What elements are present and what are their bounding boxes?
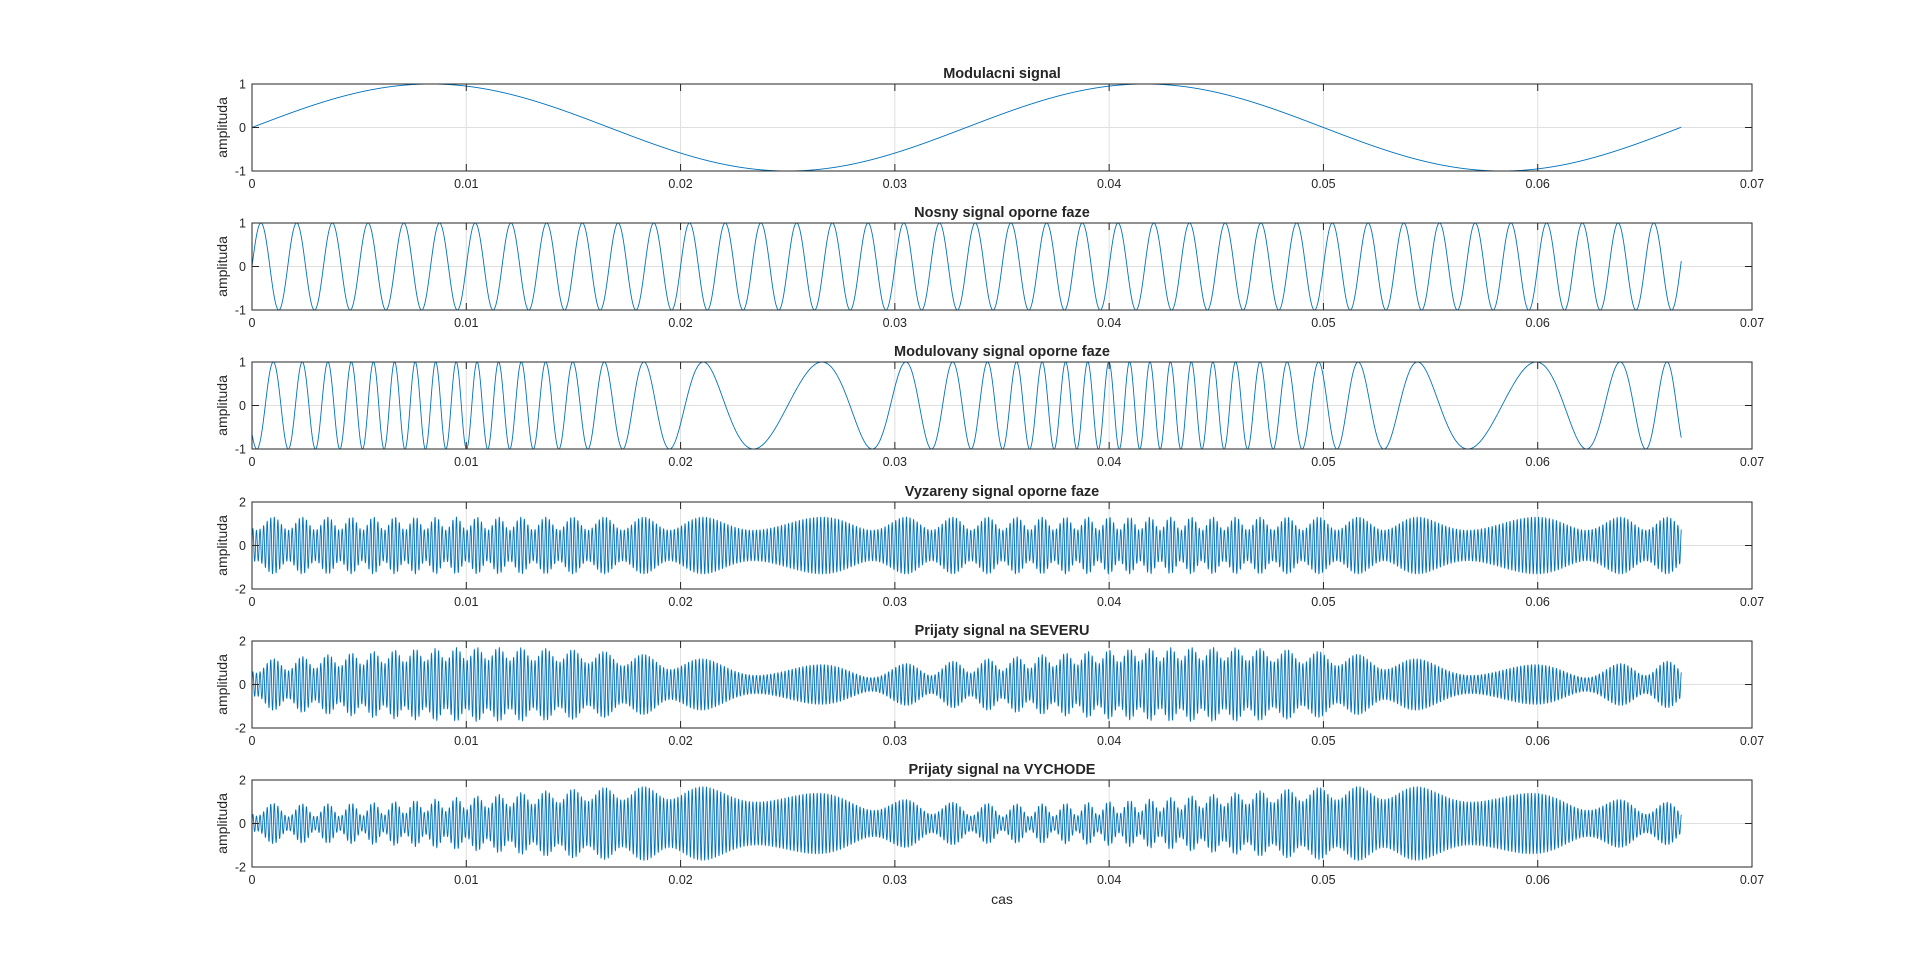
y-tick-label: -1 [235, 304, 246, 318]
y-tick-label: 0 [239, 121, 246, 135]
x-tick-label: 0.04 [1097, 316, 1121, 330]
series-line [251, 361, 1682, 450]
y-tick-label: 1 [239, 78, 246, 92]
y-tick-label: -1 [235, 443, 246, 457]
x-tick-label: 0.06 [1526, 873, 1550, 887]
y-tick-label: 1 [239, 356, 246, 370]
x-tick-label: 0.02 [668, 595, 692, 609]
x-tick-label: 0.03 [883, 734, 907, 748]
x-tick-label: 0.03 [883, 455, 907, 469]
x-tick-label: 0.04 [1097, 873, 1121, 887]
x-tick-label: 0.06 [1526, 455, 1550, 469]
x-tick-label: 0.04 [1097, 734, 1121, 748]
x-tick-label: 0.04 [1097, 595, 1121, 609]
x-tick-label: 0.01 [454, 455, 478, 469]
x-tick-label: 0.03 [883, 177, 907, 191]
y-tick-label: 2 [239, 774, 246, 788]
subplot-title: Nosny signal oporne faze [914, 205, 1090, 221]
x-tick-label: 0.06 [1526, 595, 1550, 609]
x-tick-label: 0.02 [668, 734, 692, 748]
x-tick-label: 0.02 [668, 177, 692, 191]
x-tick-label: 0.05 [1311, 873, 1335, 887]
x-tick-label: 0.07 [1740, 595, 1764, 609]
x-tick-label: 0.02 [668, 873, 692, 887]
y-axis-label: amplituda [214, 515, 230, 576]
y-axis-label: amplituda [214, 375, 230, 436]
subplot-title: Modulacni signal [943, 66, 1061, 82]
x-tick-label: 0 [249, 177, 256, 191]
x-tick-label: 0.07 [1740, 177, 1764, 191]
x-tick-label: 0.06 [1526, 734, 1550, 748]
subplot-title: Prijaty signal na VYCHODE [909, 762, 1096, 778]
series-line [251, 83, 1682, 172]
y-tick-label: -1 [235, 165, 246, 179]
y-tick-label: 2 [239, 635, 246, 649]
x-tick-label: 0 [249, 734, 256, 748]
x-tick-label: 0.01 [454, 316, 478, 330]
y-axis-label: amplituda [214, 236, 230, 297]
subplot-4: 0 0.01 0.02 0.03 0.04 0.05 0.06 0.07-202Vyzaren… [214, 484, 1764, 609]
x-tick-label: 0 [249, 455, 256, 469]
x-tick-label: 0.04 [1097, 177, 1121, 191]
x-tick-label: 0.07 [1740, 316, 1764, 330]
x-tick-label: 0.03 [883, 595, 907, 609]
x-tick-label: 0.05 [1311, 316, 1335, 330]
y-tick-label: 1 [239, 217, 246, 231]
series-line [251, 516, 1682, 575]
x-tick-label: 0.05 [1311, 177, 1335, 191]
x-tick-label: 0.02 [668, 316, 692, 330]
subplot-3: 0 0.01 0.02 0.03 0.04 0.05 0.06 0.07-101Modulov… [214, 344, 1764, 469]
x-axis-label: cas [991, 891, 1013, 907]
y-tick-label: -2 [235, 722, 246, 736]
x-tick-label: 0.01 [454, 177, 478, 191]
y-tick-label: 0 [239, 260, 246, 274]
series-line [251, 222, 1682, 311]
x-tick-label: 0.04 [1097, 455, 1121, 469]
x-tick-label: 0.07 [1740, 873, 1764, 887]
x-tick-label: 0.07 [1740, 455, 1764, 469]
x-tick-label: 0.05 [1311, 455, 1335, 469]
subplot-title: Vyzareny signal oporne faze [905, 484, 1099, 500]
subplot-5: 0 0.01 0.02 0.03 0.04 0.05 0.06 0.07-202Prijaty… [214, 623, 1764, 748]
x-tick-label: 0.05 [1311, 595, 1335, 609]
y-tick-label: 0 [239, 539, 246, 553]
subplot-title: Prijaty signal na SEVERU [915, 623, 1090, 639]
subplot-6: 0 0.01 0.02 0.03 0.04 0.05 0.06 0.07-202Prijaty… [214, 762, 1764, 907]
x-tick-label: 0.01 [454, 734, 478, 748]
y-axis-label: amplituda [214, 654, 230, 715]
y-tick-label: 2 [239, 496, 246, 510]
subplot-1: 0 0.01 0.02 0.03 0.04 0.05 0.06 0.07-101Modulac… [214, 66, 1764, 191]
y-axis-label: amplituda [214, 97, 230, 158]
y-tick-label: 0 [239, 817, 246, 831]
y-tick-label: 0 [239, 678, 246, 692]
x-tick-label: 0.07 [1740, 734, 1764, 748]
y-tick-label: 0 [239, 399, 246, 413]
y-tick-label: -2 [235, 583, 246, 597]
x-tick-label: 0.03 [883, 873, 907, 887]
x-tick-label: 0.02 [668, 455, 692, 469]
series-line [251, 646, 1682, 723]
x-tick-label: 0.05 [1311, 734, 1335, 748]
subplot-title: Modulovany signal oporne faze [894, 344, 1110, 360]
x-tick-label: 0.03 [883, 316, 907, 330]
x-tick-label: 0 [249, 595, 256, 609]
x-tick-label: 0.06 [1526, 177, 1550, 191]
series-line [251, 785, 1682, 862]
x-tick-label: 0.01 [454, 873, 478, 887]
x-tick-label: 0.01 [454, 595, 478, 609]
x-tick-label: 0.06 [1526, 316, 1550, 330]
x-tick-label: 0 [249, 873, 256, 887]
x-tick-label: 0 [249, 316, 256, 330]
y-tick-label: -2 [235, 861, 246, 875]
y-axis-label: amplituda [214, 793, 230, 854]
